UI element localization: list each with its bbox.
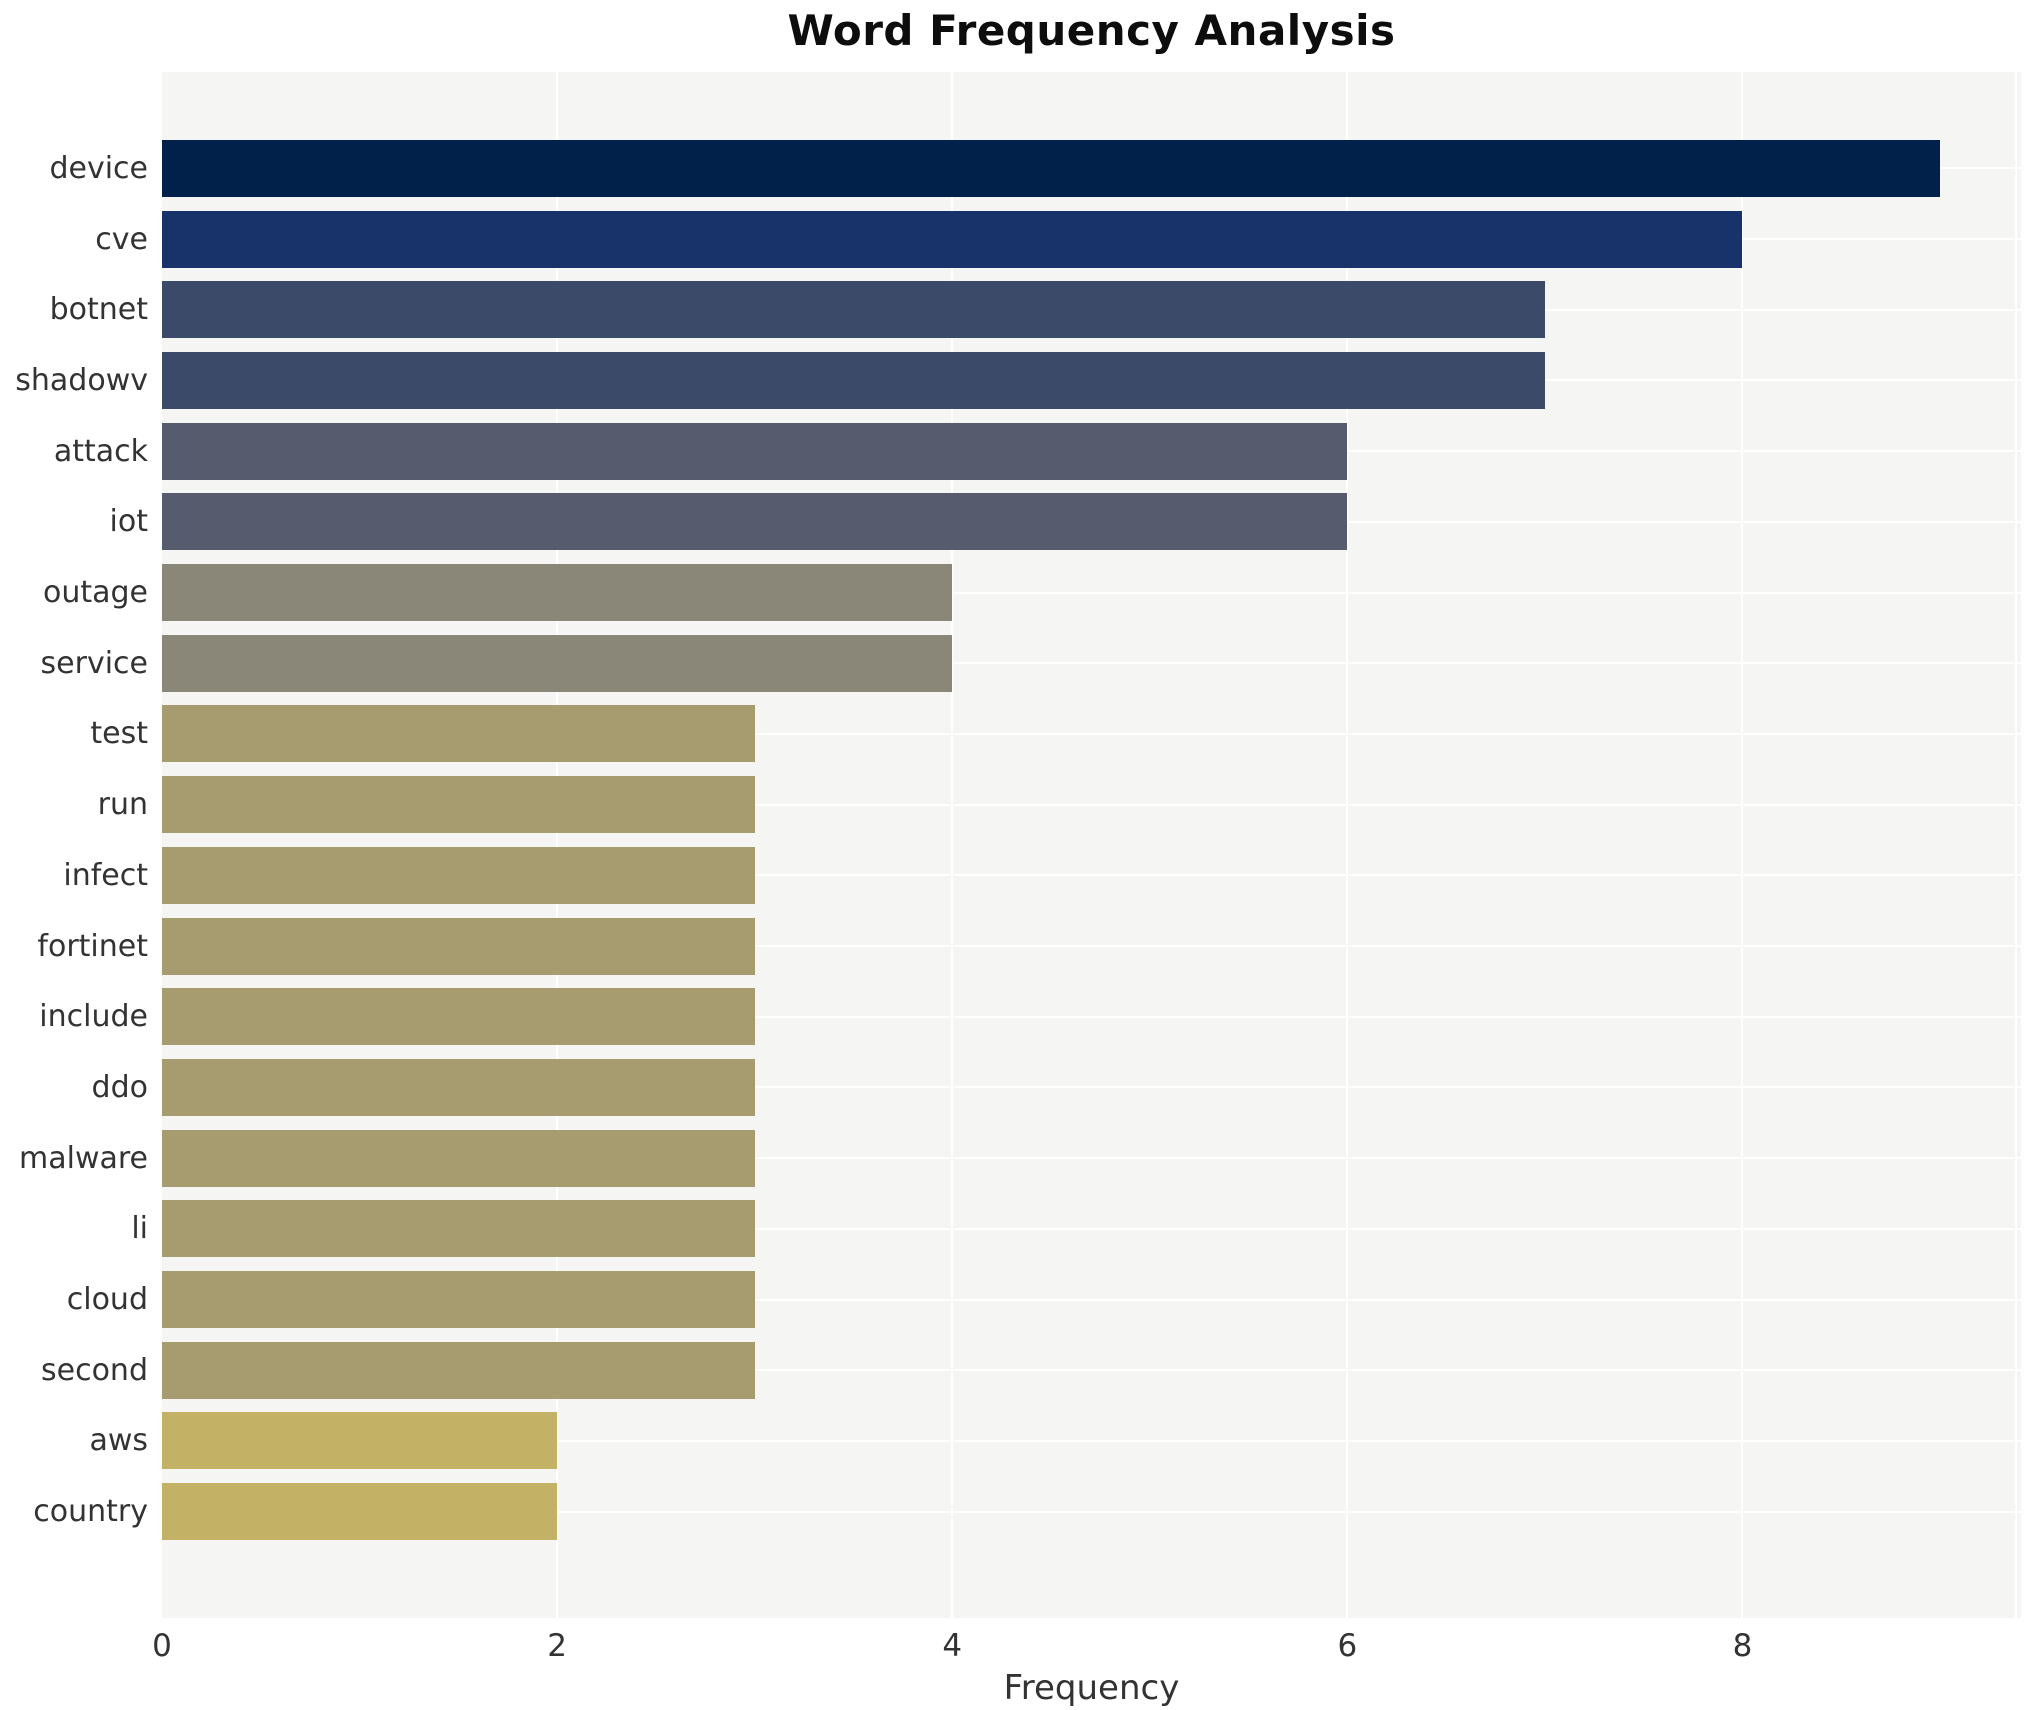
y-tick-label: cloud — [66, 1282, 148, 1318]
bar-cloud — [162, 1271, 755, 1329]
y-tick-label: country — [33, 1494, 148, 1530]
bar-row: run — [98, 769, 2021, 840]
y-tick-label: iot — [109, 504, 148, 540]
bar-row: botnet — [50, 274, 2021, 345]
h-gridline — [162, 1015, 2021, 1018]
h-gridline — [162, 1157, 2021, 1160]
h-gridline — [162, 662, 2021, 665]
bar-row: test — [90, 699, 2021, 770]
bar-row: li — [131, 1194, 2021, 1265]
x-tick-label: 2 — [547, 1628, 567, 1664]
bar-row: second — [41, 1335, 2021, 1406]
y-tick-label: fortinet — [37, 928, 148, 964]
bar-attack — [162, 422, 1348, 480]
bar-fortinet — [162, 917, 755, 975]
bar-country — [162, 1483, 558, 1541]
y-tick-label: device — [49, 150, 148, 186]
bar-test — [162, 705, 755, 763]
h-gridline — [162, 803, 2021, 806]
h-gridline — [162, 1298, 2021, 1301]
bar-row: ddo — [92, 1052, 2021, 1123]
h-gridline — [162, 1086, 2021, 1089]
bar-malware — [162, 1129, 755, 1187]
y-tick-label: outage — [42, 575, 148, 611]
chart-title: Word Frequency Analysis — [787, 6, 1396, 55]
bar-row: outage — [43, 557, 2021, 628]
bar-shadowv — [162, 351, 1545, 409]
v-gridline — [951, 72, 954, 1618]
x-tick-label: 0 — [152, 1628, 172, 1664]
y-tick-label: service — [40, 645, 148, 681]
bar-row: service — [41, 628, 2021, 699]
bar-li — [162, 1200, 755, 1258]
y-tick-label: second — [41, 1352, 148, 1388]
bar-iot — [162, 493, 1348, 551]
bar-row: attack — [54, 416, 2021, 487]
y-tick-label: li — [131, 1211, 148, 1247]
bar-ddo — [162, 1058, 755, 1116]
bar-row: cloud — [67, 1264, 2021, 1335]
bar-second — [162, 1341, 755, 1399]
bar-infect — [162, 846, 755, 904]
h-gridline — [162, 732, 2021, 735]
bar-row: country — [33, 1476, 2021, 1547]
h-gridline — [162, 1369, 2021, 1372]
h-gridline — [162, 1439, 2021, 1442]
y-tick-label: run — [97, 787, 148, 823]
bar-botnet — [162, 281, 1545, 339]
bar-aws — [162, 1412, 558, 1470]
bar-run — [162, 776, 755, 834]
v-gridline — [556, 72, 559, 1618]
v-gridline — [1741, 72, 1744, 1618]
bar-row: shadowv — [15, 345, 2021, 416]
h-gridline — [162, 945, 2021, 948]
y-tick-label: include — [39, 999, 148, 1035]
plot-area: device cve botnet shadowv attack iot outage ser… — [15, 72, 2021, 1618]
bar-row: infect — [63, 840, 2021, 911]
h-gridline — [162, 591, 2021, 594]
v-gridline — [1346, 72, 1349, 1618]
y-tick-label: cve — [95, 221, 148, 257]
y-tick-label: infect — [63, 857, 148, 893]
y-tick-label: ddo — [91, 1069, 148, 1105]
h-gridline — [162, 1227, 2021, 1230]
bar-row: device — [49, 133, 2021, 204]
y-tick-label: botnet — [49, 292, 148, 328]
h-gridline — [162, 1510, 2021, 1513]
bar-row: aws — [89, 1406, 2021, 1477]
bar-row: include — [39, 981, 2021, 1052]
h-gridline — [162, 874, 2021, 877]
bar-row: iot — [110, 487, 2021, 558]
bar-row: cve — [95, 204, 2021, 275]
bar-device — [162, 139, 1940, 197]
bar-service — [162, 634, 953, 692]
bar-outage — [162, 564, 953, 622]
x-axis-label: Frequency — [1003, 1668, 1180, 1708]
y-tick-label: attack — [53, 433, 148, 469]
bar-include — [162, 988, 755, 1046]
bar-row: malware — [19, 1123, 2021, 1194]
y-tick-label: shadowv — [15, 362, 148, 398]
x-tick-label: 6 — [1337, 1628, 1358, 1664]
y-tick-label: aws — [89, 1423, 148, 1459]
y-tick-label: malware — [19, 1140, 148, 1176]
x-tick-label: 8 — [1732, 1628, 1753, 1664]
plot-right-edge-line — [2015, 72, 2017, 1618]
bar-row: fortinet — [37, 911, 2021, 982]
bar-cve — [162, 210, 1743, 268]
y-tick-label: test — [90, 716, 148, 752]
x-tick-label: 4 — [942, 1628, 963, 1664]
